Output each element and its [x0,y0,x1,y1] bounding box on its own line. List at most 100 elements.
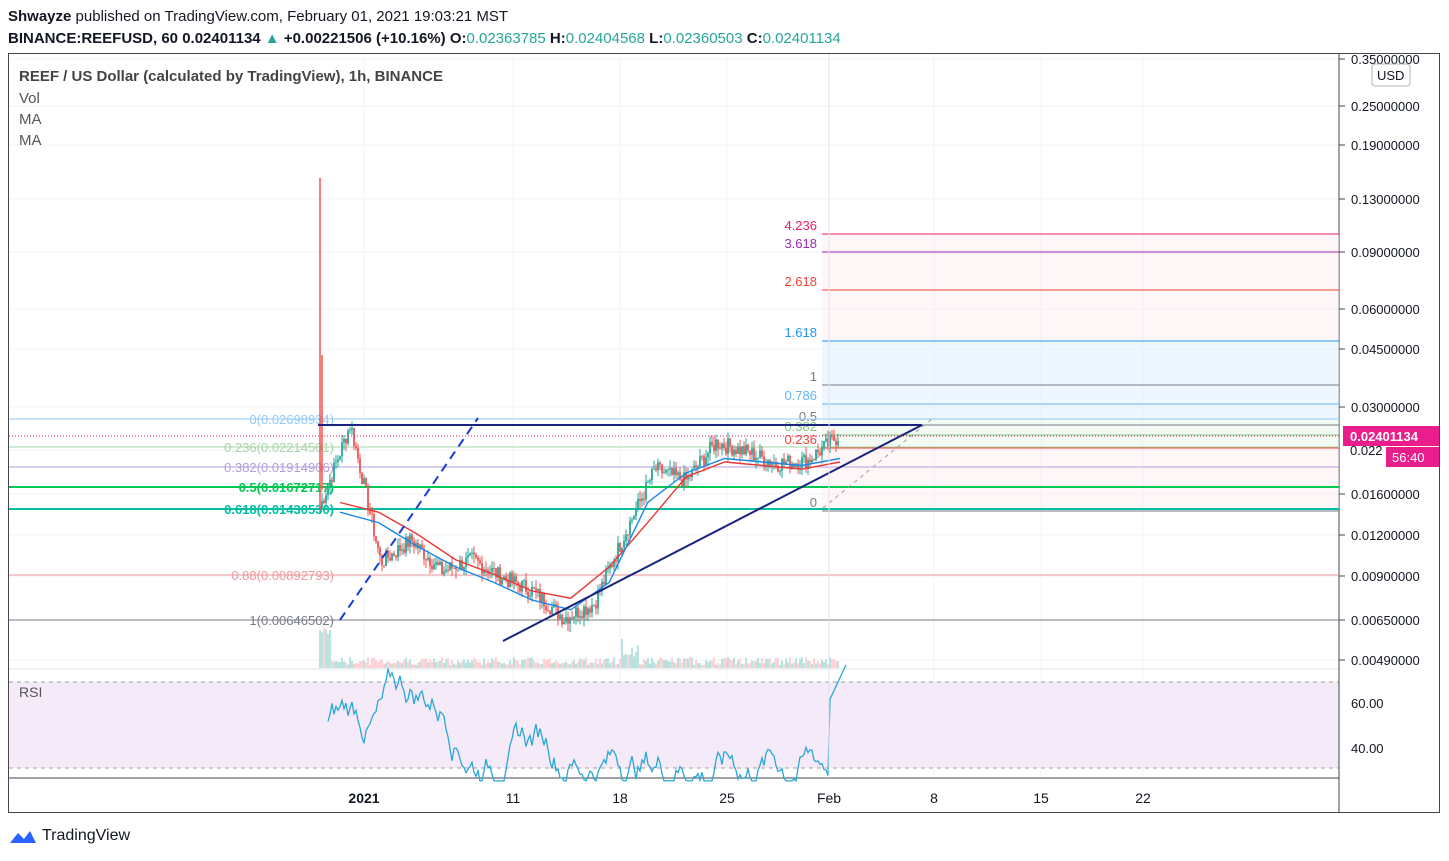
volume-bar [589,662,591,668]
volume-bar [517,660,519,668]
volume-bar [785,658,787,668]
currency-box[interactable] [1371,63,1411,87]
symbol: BINANCE:REEFUSD, 60 [8,30,179,47]
candle-body [467,555,469,558]
volume-bar [353,663,355,668]
legend-vol[interactable]: Vol [19,90,40,107]
candle-body [493,568,495,570]
candle-body [333,462,335,482]
volume-bar [749,662,751,668]
price-tick-label: 0.19000000 [1351,138,1420,153]
candle-body [759,450,761,458]
volume-bar [367,657,369,668]
candle-body [381,555,383,566]
time-axis[interactable]: 2021 11 18 25 Feb 8 15 22 [348,790,1151,806]
volume-bar [615,664,617,668]
volume-bar [673,661,675,668]
candle-body [367,486,369,511]
volume-bar [359,661,361,668]
price-axis[interactable]: 0.35000000 0.25000000 0.19000000 0.13000000… [1339,52,1420,668]
volume-bar [709,660,711,668]
fib-retracement[interactable]: 0(0.02698934) 0.236(0.02214501) 0.382(0.01… [9,412,1339,628]
volume-bar [751,660,753,668]
volume-bar [469,662,471,668]
candle-body [545,606,547,611]
candle-body [771,463,773,465]
price-tick-label: 0.00900000 [1351,569,1420,584]
volume-bar [681,662,683,668]
chart-title: REEF / US Dollar (calculated by TradingV… [19,68,443,85]
volume-bar [571,661,573,668]
legend-ma-1[interactable]: MA [19,111,42,128]
volume-bar [707,662,709,668]
candle-body [349,429,351,431]
candle-body [751,448,753,455]
candle-body [673,468,675,475]
volume-bar [429,659,431,668]
legend-rsi[interactable]: RSI [19,684,43,700]
publish-date: published on TradingView.com, February 0… [75,8,509,25]
triangle-bottom[interactable] [502,424,923,642]
candle-body [779,470,781,472]
fib-level-label: 0.382(0.01914906) [224,460,334,475]
volume-bar [581,659,583,668]
candle-body [483,569,485,574]
volume-bar [393,662,395,668]
volume-bar [587,664,589,668]
volume-bar [791,663,793,668]
candle-body [555,603,557,606]
candle-body [563,621,565,625]
price-badge-label: 0.02401134 [1350,429,1419,444]
candle-body [681,479,683,487]
projection-line[interactable] [339,417,479,621]
candle-body [391,553,393,561]
candle-body [347,430,349,444]
candle-body [387,550,389,559]
fib-level-label: 0.88(0.00892793) [231,568,334,583]
candle-body [339,456,341,460]
volume-bar [579,658,581,668]
volume-bar [737,660,739,668]
volume-bar [519,664,521,668]
volume-bar [355,663,357,668]
volume-bar [441,657,443,668]
low-label: L: [649,30,664,47]
volume-bar [637,645,639,668]
candle-body [757,457,759,459]
candle-body [685,472,687,480]
candle-body [439,561,441,565]
candle-body [761,450,763,457]
volume-bar [521,659,523,668]
last-price: 0.02401134 [182,30,261,47]
volume-bar [351,660,353,668]
volume-bar [551,663,553,668]
volume-bar [561,662,563,668]
candle-body [675,468,677,475]
candle-body [507,579,509,587]
volume-bars [319,627,839,668]
volume-bar [801,657,803,668]
price-badge [1343,426,1439,446]
volume-bar [759,663,761,668]
volume-bar [771,663,773,668]
volume-bar [341,657,343,668]
legend-ma-2[interactable]: MA [19,132,42,149]
candle-body [397,545,399,558]
volume-bar [629,654,631,668]
volume-bar [729,659,731,668]
candle-body [325,495,327,503]
candle-body [597,590,599,609]
tradingview-logo[interactable]: TradingView [8,827,130,845]
volume-bar [465,662,467,668]
volume-bar [725,658,727,668]
candle-body [453,567,455,569]
candle-body [727,438,729,454]
candle-body [567,617,569,624]
candle-body [645,482,647,500]
time-tick-label: 8 [930,790,938,806]
time-tick-label: 15 [1033,790,1049,806]
candle-body [375,536,377,542]
open-label: O: [449,30,467,47]
